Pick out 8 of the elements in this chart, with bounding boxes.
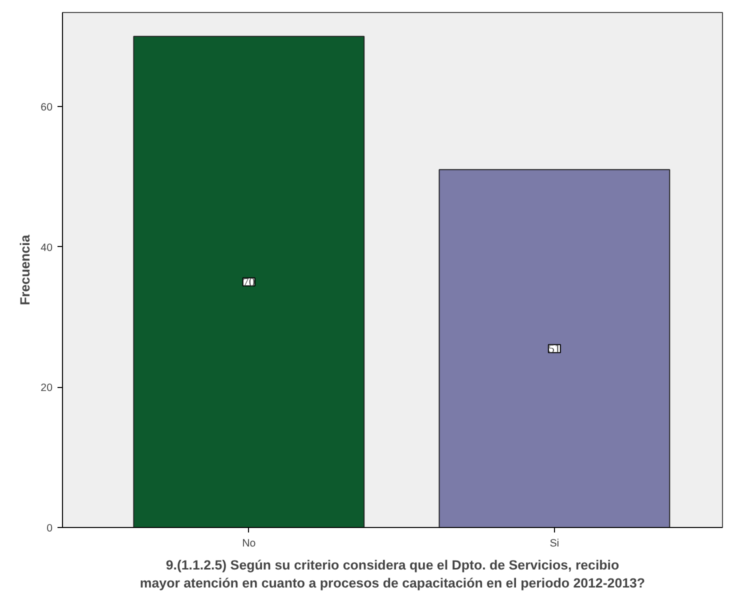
y-tick-label: 0 — [46, 522, 53, 534]
x-tick-label: Si — [550, 538, 560, 550]
y-tick-label: 40 — [40, 242, 53, 254]
y-tick-label: 20 — [40, 382, 53, 394]
x-axis-title: 9.(1.1.2.5) Según su criterio considera que el Dpto. de Servicios, recibio mayor atención en cuanto a procesos de capacitación en el periodo 2012-2013? — [140, 558, 646, 590]
y-axis-title: Frecuencia — [18, 234, 33, 306]
y-tick-label: 60 — [40, 102, 53, 114]
x-tick-label: No — [242, 538, 256, 550]
